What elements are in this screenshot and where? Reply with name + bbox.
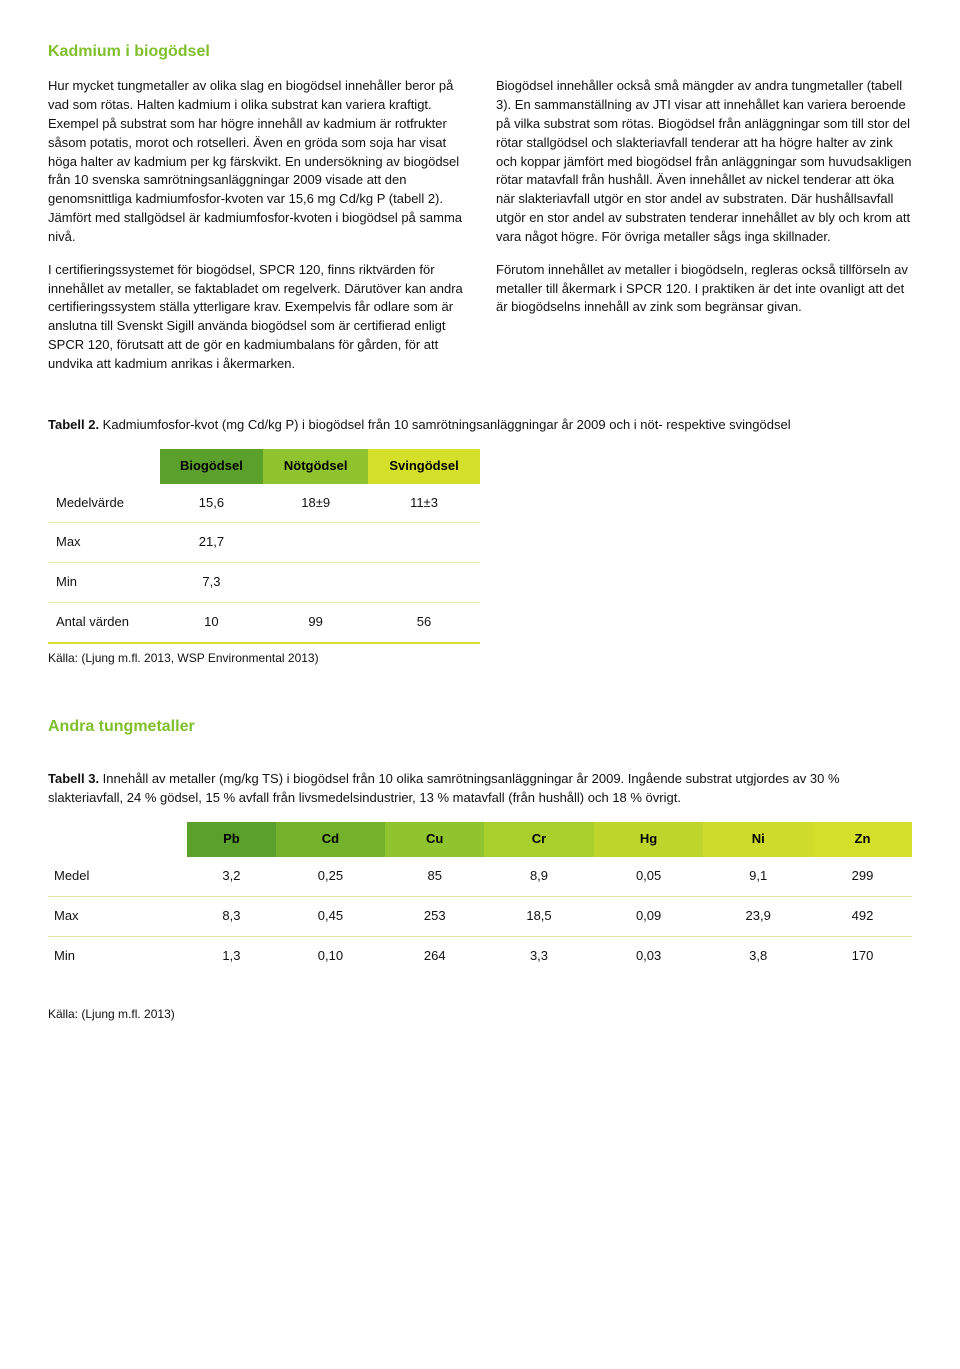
table3-header: Zn bbox=[813, 822, 912, 857]
table3-source: Källa: (Ljung m.fl. 2013) bbox=[48, 1006, 912, 1023]
cell: 0,03 bbox=[594, 936, 704, 975]
cell bbox=[263, 563, 368, 603]
cell: 23,9 bbox=[703, 896, 813, 936]
cell: 3,3 bbox=[484, 936, 594, 975]
cell: 15,6 bbox=[160, 484, 264, 523]
table2-header: Svingödsel bbox=[368, 449, 480, 484]
cell: 3,8 bbox=[703, 936, 813, 975]
section-title-kadmium: Kadmium i biogödsel bbox=[48, 40, 912, 63]
spacer bbox=[48, 752, 912, 770]
table-row: Antal värden 10 99 56 bbox=[48, 603, 480, 643]
cell: 0,10 bbox=[276, 936, 386, 975]
table2: Biogödsel Nötgödsel Svingödsel Medelvärd… bbox=[48, 449, 480, 644]
cell: 299 bbox=[813, 857, 912, 896]
table2-caption: Tabell 2. Kadmiumfosfor-kvot (mg Cd/kg P… bbox=[48, 416, 912, 435]
cell: 3,2 bbox=[187, 857, 275, 896]
table2-source: Källa: (Ljung m.fl. 2013, WSP Environmen… bbox=[48, 650, 912, 667]
table3-header: Ni bbox=[703, 822, 813, 857]
spacer bbox=[48, 976, 912, 1000]
table2-header: Nötgödsel bbox=[263, 449, 368, 484]
row-label: Max bbox=[48, 523, 160, 563]
cell bbox=[368, 563, 480, 603]
cell: 8,9 bbox=[484, 857, 594, 896]
cell: 0,25 bbox=[276, 857, 386, 896]
table3-header: Pb bbox=[187, 822, 275, 857]
section-andra-tungmetaller: Andra tungmetaller bbox=[48, 715, 912, 738]
cell: 264 bbox=[385, 936, 484, 975]
table2-caption-text: Kadmiumfosfor-kvot (mg Cd/kg P) i biogöd… bbox=[99, 417, 791, 432]
table-row: Medel 3,2 0,25 85 8,9 0,05 9,1 299 bbox=[48, 857, 912, 896]
cell: 0,05 bbox=[594, 857, 704, 896]
table3-header: Cr bbox=[484, 822, 594, 857]
table3-header: Cu bbox=[385, 822, 484, 857]
table-row: Max 8,3 0,45 253 18,5 0,09 23,9 492 bbox=[48, 896, 912, 936]
cell: 99 bbox=[263, 603, 368, 643]
paragraph: I certifieringssystemet för biogödsel, S… bbox=[48, 261, 464, 374]
table3-caption: Tabell 3. Innehåll av metaller (mg/kg TS… bbox=[48, 770, 912, 808]
row-label: Max bbox=[48, 896, 187, 936]
cell: 18±9 bbox=[263, 484, 368, 523]
table3-header: Hg bbox=[594, 822, 704, 857]
table3-caption-bold: Tabell 3. bbox=[48, 771, 99, 786]
table2-header-empty bbox=[48, 449, 160, 484]
table3: Pb Cd Cu Cr Hg Ni Zn Medel 3,2 0,25 85 8… bbox=[48, 822, 912, 975]
cell: 21,7 bbox=[160, 523, 264, 563]
cell: 170 bbox=[813, 936, 912, 975]
section-kadmium: Kadmium i biogödsel Hur mycket tungmetal… bbox=[48, 40, 912, 388]
left-column: Hur mycket tungmetaller av olika slag en… bbox=[48, 77, 464, 388]
cell: 0,09 bbox=[594, 896, 704, 936]
section-title-andra: Andra tungmetaller bbox=[48, 715, 912, 738]
table-row: Max 21,7 bbox=[48, 523, 480, 563]
cell: 56 bbox=[368, 603, 480, 643]
cell: 85 bbox=[385, 857, 484, 896]
cell: 253 bbox=[385, 896, 484, 936]
paragraph: Biogödsel innehåller också små mängder a… bbox=[496, 77, 912, 247]
cell: 7,3 bbox=[160, 563, 264, 603]
table3-block: Tabell 3. Innehåll av metaller (mg/kg TS… bbox=[48, 770, 912, 1022]
cell: 8,3 bbox=[187, 896, 275, 936]
two-column-text: Hur mycket tungmetaller av olika slag en… bbox=[48, 77, 912, 388]
table2-caption-bold: Tabell 2. bbox=[48, 417, 99, 432]
table-row: Min 1,3 0,10 264 3,3 0,03 3,8 170 bbox=[48, 936, 912, 975]
spacer bbox=[48, 667, 912, 715]
cell: 10 bbox=[160, 603, 264, 643]
cell bbox=[368, 523, 480, 563]
table3-caption-text: Innehåll av metaller (mg/kg TS) i biogöd… bbox=[48, 771, 840, 805]
table-row: Medelvärde 15,6 18±9 11±3 bbox=[48, 484, 480, 523]
cell bbox=[263, 523, 368, 563]
right-column: Biogödsel innehåller också små mängder a… bbox=[496, 77, 912, 388]
cell: 9,1 bbox=[703, 857, 813, 896]
row-label: Medelvärde bbox=[48, 484, 160, 523]
table3-header: Cd bbox=[276, 822, 386, 857]
cell: 11±3 bbox=[368, 484, 480, 523]
row-label: Antal värden bbox=[48, 603, 160, 643]
table3-header-empty bbox=[48, 822, 187, 857]
row-label: Min bbox=[48, 563, 160, 603]
cell: 18,5 bbox=[484, 896, 594, 936]
paragraph: Hur mycket tungmetaller av olika slag en… bbox=[48, 77, 464, 247]
cell: 1,3 bbox=[187, 936, 275, 975]
paragraph: Förutom innehållet av metaller i biogöds… bbox=[496, 261, 912, 318]
cell: 0,45 bbox=[276, 896, 386, 936]
row-label: Medel bbox=[48, 857, 187, 896]
table-row: Min 7,3 bbox=[48, 563, 480, 603]
table2-header: Biogödsel bbox=[160, 449, 264, 484]
row-label: Min bbox=[48, 936, 187, 975]
table2-block: Tabell 2. Kadmiumfosfor-kvot (mg Cd/kg P… bbox=[48, 416, 912, 667]
cell: 492 bbox=[813, 896, 912, 936]
